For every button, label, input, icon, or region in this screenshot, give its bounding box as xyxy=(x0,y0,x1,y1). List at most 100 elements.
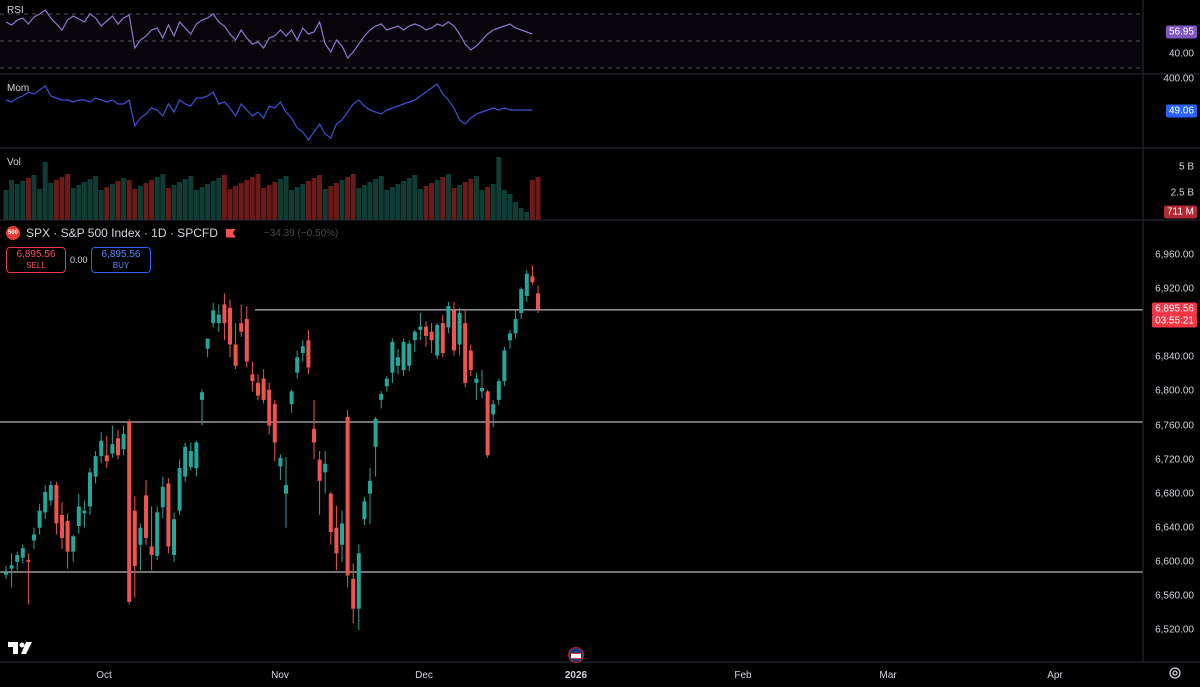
volume-bar xyxy=(70,188,76,220)
volume-bar xyxy=(261,188,267,220)
volume-bar xyxy=(221,175,227,220)
candle-body xyxy=(149,546,154,555)
candle-body xyxy=(480,387,484,392)
volume-bar xyxy=(109,184,115,220)
candle-body xyxy=(452,310,456,351)
candle-body xyxy=(412,331,417,341)
volume-bar xyxy=(294,187,300,220)
candle-body xyxy=(138,527,143,545)
volume-bar xyxy=(115,181,121,220)
volume-bar xyxy=(378,176,384,220)
volume-bar xyxy=(479,190,485,220)
candle-body xyxy=(401,341,406,371)
candle-body xyxy=(228,307,232,345)
volume-bar xyxy=(37,189,43,220)
candle-body xyxy=(116,438,120,456)
candle-body xyxy=(256,382,260,396)
volume-bar xyxy=(137,186,143,220)
candle-body xyxy=(216,314,221,324)
volume-bar xyxy=(524,212,530,220)
volume-bar xyxy=(490,184,496,220)
candle-body xyxy=(76,506,81,527)
us-economic-event-icon[interactable] xyxy=(568,647,584,663)
candle-body xyxy=(340,523,344,545)
countdown-badge: 03:55:21 xyxy=(1152,314,1197,328)
candle-body xyxy=(351,578,356,609)
candle-body xyxy=(379,393,384,400)
candle-body xyxy=(267,389,272,426)
candle-body xyxy=(20,548,25,558)
candle-body xyxy=(82,510,87,514)
momentum-label: Mom xyxy=(7,83,30,94)
volume-bar xyxy=(445,174,451,220)
price-change: −34.39 (−0.50%) xyxy=(263,227,339,239)
price-tick-label: 6,640.00 xyxy=(1155,522,1194,534)
volume-bar xyxy=(429,183,435,220)
candle-body xyxy=(435,324,440,356)
candle-body xyxy=(261,378,266,400)
sell-button[interactable]: 6,895.56 SELL xyxy=(6,247,66,273)
volume-bar xyxy=(535,177,541,220)
rsi-band xyxy=(0,14,1143,68)
volume-bar xyxy=(367,182,373,220)
candle-body xyxy=(54,485,59,524)
price-tick-label: 6,520.00 xyxy=(1155,624,1194,636)
volume-bar xyxy=(322,189,328,220)
volume-bar xyxy=(199,187,205,220)
candle-body xyxy=(250,374,255,382)
candle-body xyxy=(390,341,395,373)
candle-body xyxy=(99,440,104,457)
volume-bar xyxy=(216,178,222,220)
candle-body xyxy=(295,357,300,373)
volume-bar xyxy=(81,182,87,220)
volume-bar xyxy=(401,181,407,220)
candle-body xyxy=(278,457,283,467)
candle-body xyxy=(424,326,428,336)
candle-body xyxy=(177,468,182,511)
candle-body xyxy=(183,446,188,477)
volume-bar xyxy=(76,185,82,220)
volume-bar xyxy=(300,184,306,220)
candle-body xyxy=(60,514,64,538)
buy-button[interactable]: 6,895.56 BUY xyxy=(91,247,151,273)
symbol-title[interactable]: SPX · S&P 500 Index · 1D · SPCFD xyxy=(26,226,218,240)
volume-bar xyxy=(440,177,446,220)
candle-body xyxy=(200,392,204,400)
candle-body xyxy=(373,418,378,447)
candle-body xyxy=(32,534,36,541)
volume-bar xyxy=(496,157,502,220)
volume-bar xyxy=(283,176,289,220)
tradingview-logo-icon[interactable] xyxy=(8,640,34,656)
price-tick-label: 6,960.00 xyxy=(1155,249,1194,261)
volume-bar xyxy=(59,177,65,220)
candle-body xyxy=(205,338,210,349)
volume-bar xyxy=(87,179,93,220)
volume-bar xyxy=(529,180,535,220)
price-tick-label: 6,920.00 xyxy=(1155,283,1194,295)
volume-tick-5b: 5 B xyxy=(1178,161,1194,173)
volume-bar xyxy=(31,175,37,220)
candle-body xyxy=(368,480,372,494)
volume-bar xyxy=(328,186,334,220)
candle-body xyxy=(485,391,490,456)
settings-gear-icon[interactable] xyxy=(1168,666,1182,680)
candle-body xyxy=(468,350,473,371)
volume-bar xyxy=(345,177,351,220)
rsi-pane xyxy=(0,9,1143,69)
candle-body xyxy=(48,485,53,501)
volume-bar xyxy=(160,174,166,220)
volume-bar xyxy=(165,188,171,220)
candle-body xyxy=(328,493,333,532)
candle-body xyxy=(166,483,171,547)
volume-bar xyxy=(513,202,519,220)
volume-bar xyxy=(65,174,71,220)
candle-body xyxy=(519,289,524,313)
price-tick-label: 6,680.00 xyxy=(1155,488,1194,500)
symbol-legend[interactable]: 500 SPX · S&P 500 Index · 1D · SPCFD −34… xyxy=(6,226,338,240)
candle-body xyxy=(93,456,98,477)
candle-body xyxy=(88,472,92,507)
candle-body xyxy=(312,428,316,443)
volume-bar xyxy=(266,185,272,220)
volume-bar xyxy=(42,162,48,220)
